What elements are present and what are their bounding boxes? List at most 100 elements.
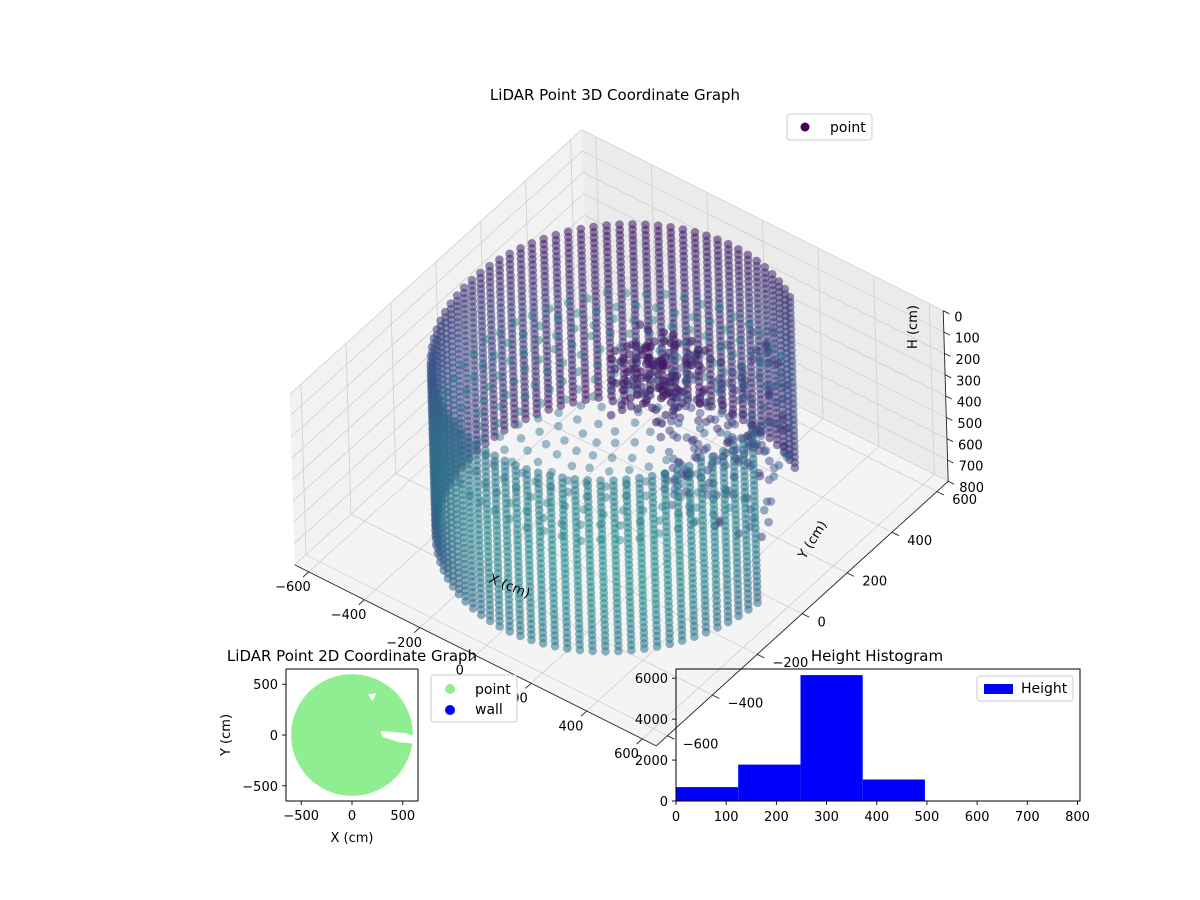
point-3d <box>561 395 570 404</box>
point-3d <box>701 628 711 637</box>
point-3d <box>695 423 705 433</box>
chart-2d-title: LiDAR Point 2D Coordinate Graph <box>227 647 477 665</box>
y-tick-3d <box>756 653 765 659</box>
point-3d <box>515 407 525 416</box>
z-tick-label-3d: 400 <box>957 396 982 411</box>
point-3d <box>782 424 791 434</box>
point-3d <box>752 346 761 355</box>
point-3d <box>694 447 703 457</box>
point-3d <box>588 646 597 656</box>
point-3d <box>563 644 572 653</box>
point-3d <box>458 360 468 370</box>
point-3d <box>655 382 664 392</box>
y-tick-label-2d: 500 <box>253 678 278 693</box>
point-3d <box>717 409 726 418</box>
point-3d <box>601 647 610 656</box>
point-3d <box>530 380 539 390</box>
point-3d <box>700 372 709 382</box>
point-3d <box>510 318 520 327</box>
y-tick-label-3d: −600 <box>683 737 719 752</box>
point-3d <box>520 364 530 373</box>
point-3d <box>739 380 749 390</box>
point-3d <box>671 340 680 349</box>
point-3d <box>618 385 627 395</box>
point-3d <box>478 361 488 371</box>
point-3d <box>594 393 603 402</box>
point-3d <box>690 632 699 641</box>
y-tick-3d <box>891 531 900 537</box>
point-3d <box>742 390 752 400</box>
point-3d <box>568 398 578 407</box>
point-3d <box>560 436 569 445</box>
y-tick-label-3d: −400 <box>728 697 764 712</box>
point-3d <box>606 410 616 420</box>
point-3d <box>519 330 528 340</box>
grid-line-z-back <box>581 129 944 312</box>
chart-3d-legend-marker <box>800 122 810 132</box>
z-tick-label-3d: 800 <box>959 481 984 496</box>
grid-line-z-back <box>582 150 944 333</box>
x-tick-label-3d: 400 <box>559 719 584 734</box>
point-3d <box>687 436 697 446</box>
point-3d <box>646 445 655 454</box>
point-3d <box>527 635 536 645</box>
point-3d <box>720 368 729 377</box>
x-tick-label-3d: −400 <box>331 608 367 623</box>
point-3d <box>485 382 495 392</box>
point-3d <box>519 348 528 358</box>
y-tick-label-2d: 0 <box>270 729 278 744</box>
point-3d <box>574 367 584 376</box>
point-3d <box>495 328 505 338</box>
point-3d <box>681 401 691 411</box>
point-3d <box>479 396 488 406</box>
point-3d <box>534 355 544 365</box>
point-3d <box>535 321 545 331</box>
point-3d <box>678 363 687 373</box>
point-3d <box>629 316 638 325</box>
point-3d <box>728 350 738 359</box>
point-3d <box>706 414 715 424</box>
point-3d <box>477 610 486 620</box>
point-3d <box>768 326 777 336</box>
point-3d <box>588 451 598 460</box>
point-3d <box>494 419 504 428</box>
point-3d <box>593 360 602 369</box>
point-3d <box>765 456 774 466</box>
point-3d <box>610 427 620 436</box>
histogram-bar <box>800 675 863 801</box>
point-3d <box>642 477 651 486</box>
x-tick-label-3d: 0 <box>456 664 464 679</box>
point-3d <box>558 358 568 368</box>
histogram-frame <box>675 668 1081 802</box>
point-3d <box>755 372 764 381</box>
point-3d <box>715 374 724 384</box>
point-3d <box>659 328 668 337</box>
x-tick-label-3d: −200 <box>386 636 422 651</box>
x-tick-label-3d: −600 <box>275 580 311 595</box>
point-3d <box>724 378 733 388</box>
point-3d <box>586 331 596 341</box>
point-3d <box>738 410 747 419</box>
point-3d <box>481 335 491 344</box>
point-3d <box>755 355 764 365</box>
point-3d <box>734 395 744 405</box>
z-tick-3d <box>943 331 951 336</box>
x-tick-label-hist: 300 <box>814 810 839 825</box>
point-3d <box>581 395 591 405</box>
point-3d <box>760 447 769 456</box>
point-3d <box>662 360 672 370</box>
point-3d <box>469 349 478 359</box>
point-3d <box>568 340 577 350</box>
point-3d <box>533 457 543 467</box>
point-3d <box>624 349 634 359</box>
gap-2d <box>380 730 418 745</box>
point-3d <box>551 331 561 341</box>
x-tick-label-hist: 100 <box>714 810 739 825</box>
point-3d <box>777 352 786 361</box>
y-tick-3d <box>846 572 855 577</box>
point-3d <box>521 391 530 401</box>
point-3d <box>689 312 698 322</box>
point-3d <box>443 387 452 397</box>
point-3d <box>701 398 710 407</box>
y-tick-3d <box>801 613 810 618</box>
